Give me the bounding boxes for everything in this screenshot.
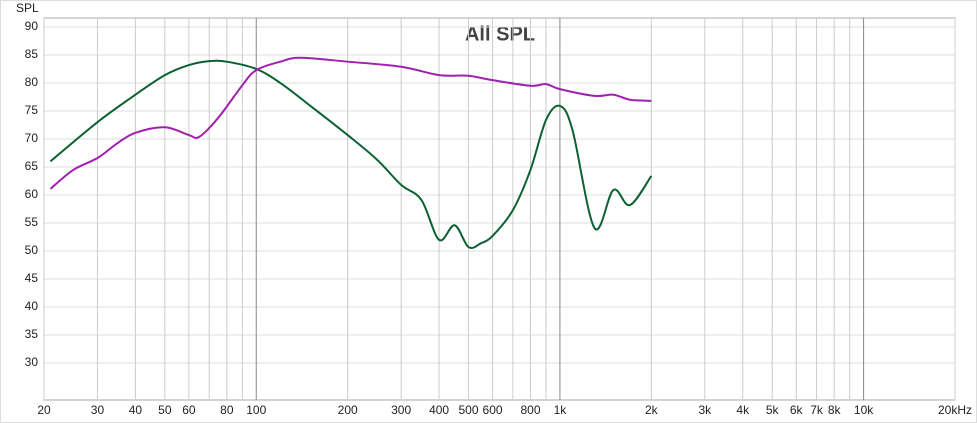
x-tick-label: 20 <box>37 403 51 417</box>
x-tick-label: 600 <box>483 403 503 417</box>
x-tick-label: 40 <box>129 403 143 417</box>
x-tick-label: 80 <box>220 403 234 417</box>
y-tick-label: 40 <box>25 299 39 313</box>
x-tick-label: 50 <box>158 403 172 417</box>
x-tick-label: 200 <box>338 403 358 417</box>
y-axis-label: SPL <box>16 1 39 15</box>
y-tick-label: 50 <box>25 243 39 257</box>
y-tick-label: 75 <box>25 103 39 117</box>
y-tick-label: 65 <box>25 159 39 173</box>
y-tick-label: 45 <box>25 271 39 285</box>
y-tick-label: 85 <box>25 47 39 61</box>
y-tick-label: 90 <box>25 19 39 33</box>
x-tick-label: 20kHz <box>938 403 972 417</box>
y-tick-label: 70 <box>25 131 39 145</box>
x-tick-label: 60 <box>182 403 196 417</box>
x-tick-label: 4k <box>736 403 750 417</box>
series-line <box>49 59 653 249</box>
y-tick-label: 60 <box>25 187 39 201</box>
x-tick-label: 300 <box>391 403 411 417</box>
x-tick-label: 3k <box>698 403 712 417</box>
series-line <box>49 56 652 190</box>
x-tick-label: 7k <box>810 403 824 417</box>
x-tick-label: 500 <box>458 403 478 417</box>
x-tick-label: 8k <box>828 403 842 417</box>
x-tick-label: 10k <box>854 403 874 417</box>
plot-area <box>43 17 956 401</box>
y-tick-label: 30 <box>25 355 39 369</box>
x-tick-label: 30 <box>91 403 105 417</box>
x-tick-label: 400 <box>429 403 449 417</box>
x-tick-label: 6k <box>790 403 804 417</box>
chart-title: All SPL <box>465 23 535 45</box>
x-tick-label: 2k <box>645 403 659 417</box>
y-tick-label: 80 <box>25 75 39 89</box>
x-tick-label: 5k <box>766 403 780 417</box>
x-tick-label: 1k <box>554 403 568 417</box>
y-tick-label: 55 <box>25 215 39 229</box>
x-tick-label: 100 <box>246 403 266 417</box>
y-tick-label: 35 <box>25 327 39 341</box>
x-tick-label: 800 <box>520 403 540 417</box>
